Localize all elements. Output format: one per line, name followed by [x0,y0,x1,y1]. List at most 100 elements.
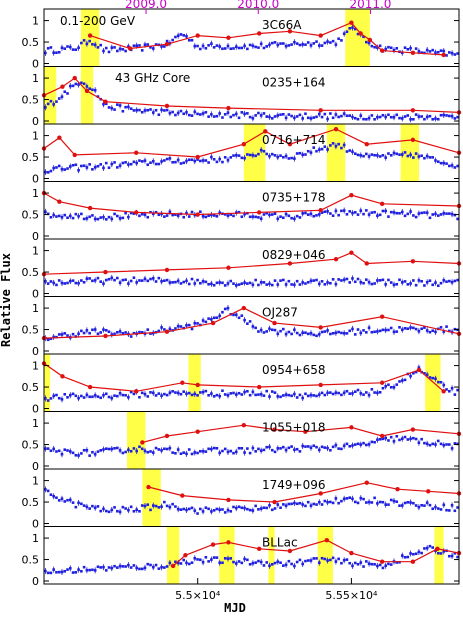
gamma-point [113,447,116,450]
radio-point [241,305,247,311]
gamma-point [135,44,138,48]
gamma-series [44,24,459,57]
gamma-point [270,41,274,45]
gamma-point [218,157,221,161]
gamma-point [226,508,230,512]
gamma-point [138,44,141,47]
gamma-point [362,497,365,501]
gamma-point [240,46,244,50]
gamma-point [370,501,374,504]
gamma-point [323,41,327,45]
gamma-point [176,448,180,451]
gamma-point [373,282,376,285]
gamma-point [60,216,64,219]
gamma-point [96,395,100,398]
gamma-point [160,45,163,48]
gamma-point [428,279,432,283]
gamma-point [351,26,354,29]
gamma-point [110,106,114,110]
gamma-point [323,112,327,116]
gamma-point [190,114,194,117]
gamma-point [342,32,346,36]
flare-period-0 [127,411,146,469]
gamma-point [317,448,321,452]
y-tick-label: 0 [32,58,39,71]
gamma-point [395,282,399,286]
gamma-point [414,215,418,219]
panel-frame [43,296,460,355]
gamma-point [439,281,443,285]
gamma-point [49,493,53,497]
gamma-point [456,278,459,282]
gamma-point [367,280,371,284]
gamma-point [135,566,138,570]
panel-0954-658 [41,354,459,412]
y-tick-label: 0.5 [22,439,40,452]
gamma-point [174,280,177,284]
gamma-point [124,105,127,109]
gamma-point [165,108,169,112]
gamma-point [66,45,69,48]
gamma-point [340,393,343,397]
gamma-point [425,546,429,550]
gamma-point [118,47,122,51]
gamma-point [367,41,371,45]
gamma-point [356,501,360,505]
gamma-point [301,281,304,284]
gamma-point [331,392,335,396]
gamma-point [356,213,360,216]
gamma-point [282,155,285,159]
gamma-point [163,328,166,331]
source-label: 3C66A [262,18,302,32]
gamma-point [157,567,161,570]
gamma-point [276,447,280,450]
gamma-point [456,52,459,55]
gamma-point [284,448,288,452]
gamma-point [138,567,141,571]
gamma-point [77,281,80,285]
gamma-point [406,327,410,331]
gamma-point [412,279,415,282]
gamma-point [298,43,302,47]
gamma-point [160,280,163,283]
gamma-point [453,213,457,217]
gamma-point [445,325,448,328]
gamma-point [80,394,83,398]
gamma-point [320,115,324,119]
gamma-point [176,34,180,38]
gamma-point [348,114,352,117]
gamma-point [284,154,288,158]
gamma-point [121,161,125,165]
gamma-point [317,561,321,564]
gamma-point [55,51,58,54]
gamma-point [129,279,133,283]
gamma-point [207,44,210,47]
y-tick-label: 1 [32,360,39,373]
gamma-point [329,144,332,147]
gamma-point [400,51,404,55]
gamma-point [304,153,307,156]
gamma-point [154,108,158,112]
gamma-point [398,326,401,329]
gamma-point [74,394,78,398]
gamma-point [370,153,374,156]
gamma-point [246,47,249,51]
panel-frame [43,353,460,412]
radio-point [127,46,133,51]
radio-line [43,307,460,339]
gamma-point [223,47,227,50]
gamma-point [345,150,349,153]
gamma-point [49,397,53,400]
gamma-point [309,279,313,283]
gamma-point [91,88,94,92]
gamma-point [174,452,177,455]
gamma-point [237,446,241,450]
gamma-point [334,209,338,213]
gamma-point [82,331,86,335]
radio-series [41,305,462,341]
gamma-point [124,211,127,215]
gamma-point [431,507,435,511]
gamma-point [262,46,266,50]
gamma-point [348,392,352,395]
gamma-point [99,43,103,47]
